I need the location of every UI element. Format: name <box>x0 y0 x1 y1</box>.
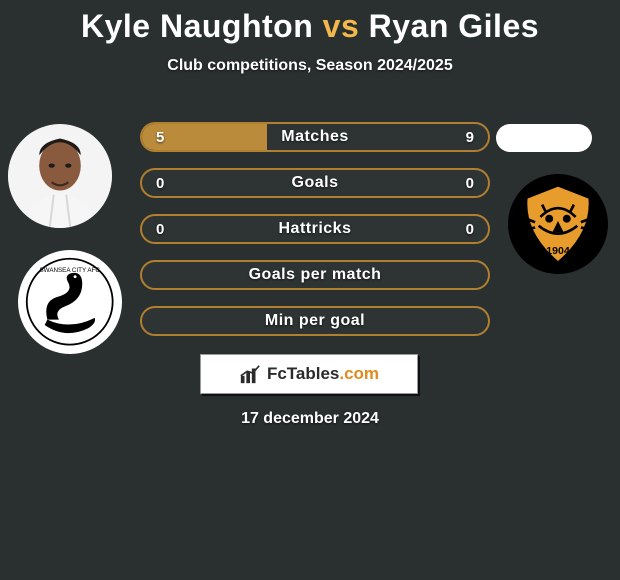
stat-label: Goals <box>142 170 488 196</box>
stat-label: Min per goal <box>142 308 488 334</box>
page-title: Kyle Naughton vs Ryan Giles <box>0 0 620 45</box>
logo-suffix: .com <box>339 364 379 383</box>
club-right-year: 1904 <box>546 245 570 257</box>
stat-bar: 00Hattricks <box>140 214 490 244</box>
stat-bar: 59Matches <box>140 122 490 152</box>
club-right-badge: 1904 <box>508 174 608 274</box>
stat-bar: Min per goal <box>140 306 490 336</box>
player-right-avatar <box>496 124 592 152</box>
swan-crest-icon: SWANSEA CITY AFC <box>25 257 114 346</box>
player-right-name: Ryan Giles <box>369 8 539 44</box>
avatar-silhouette-icon <box>8 124 112 228</box>
stat-bar: 00Goals <box>140 168 490 198</box>
tiger-crest-icon: 1904 <box>514 180 602 268</box>
snapshot-date: 17 december 2024 <box>0 410 620 428</box>
stat-label: Hattricks <box>142 216 488 242</box>
vs-word: vs <box>323 8 360 44</box>
fctables-logo: FcTables.com <box>200 354 418 394</box>
logo-main: FcTables <box>267 364 339 383</box>
player-left-avatar <box>8 124 112 228</box>
subtitle: Club competitions, Season 2024/2025 <box>0 57 620 75</box>
stat-label: Matches <box>142 124 488 150</box>
logo-text: FcTables.com <box>267 364 379 384</box>
stat-bar: Goals per match <box>140 260 490 290</box>
barchart-icon <box>239 363 261 385</box>
club-left-badge: SWANSEA CITY AFC <box>18 250 122 354</box>
club-left-text: SWANSEA CITY AFC <box>40 267 101 274</box>
comparison-bars: 59Matches 00Goals 00Hattricks Goals per mat… <box>140 122 490 352</box>
stat-label: Goals per match <box>142 262 488 288</box>
player-left-name: Kyle Naughton <box>81 8 313 44</box>
